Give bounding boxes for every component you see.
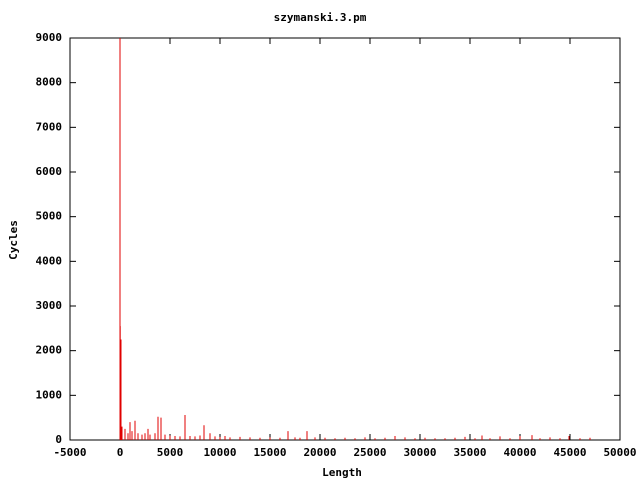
x-tick-label: 30000 <box>403 446 436 459</box>
plot-border <box>69 37 621 441</box>
x-tick-label: 40000 <box>503 446 536 459</box>
y-tick-label: 6000 <box>36 165 63 178</box>
x-tick-label: 20000 <box>303 446 336 459</box>
y-axis-label: Cycles <box>7 220 20 260</box>
x-axis-label: Length <box>322 466 362 479</box>
x-tick-label: 45000 <box>553 446 586 459</box>
y-tick-label: 0 <box>55 433 62 446</box>
x-tick-label: -5000 <box>53 446 86 459</box>
y-tick-label: 4000 <box>36 254 63 267</box>
chart-title: szymanski.3.pm <box>274 11 367 24</box>
x-tick-label: 5000 <box>157 446 184 459</box>
y-tick-label: 8000 <box>36 76 63 89</box>
x-tick-label: 25000 <box>353 446 386 459</box>
x-tick-label: 10000 <box>203 446 236 459</box>
x-tick-label: 35000 <box>453 446 486 459</box>
x-tick-label: 15000 <box>253 446 286 459</box>
x-tick-label: 0 <box>117 446 124 459</box>
y-tick-label: 1000 <box>36 388 63 401</box>
x-tick-label: 50000 <box>603 446 636 459</box>
y-tick-label: 2000 <box>36 344 63 357</box>
y-tick-label: 5000 <box>36 210 63 223</box>
y-tick-label: 3000 <box>36 299 63 312</box>
y-tick-label: 7000 <box>36 120 63 133</box>
y-tick-label: 9000 <box>36 31 63 44</box>
